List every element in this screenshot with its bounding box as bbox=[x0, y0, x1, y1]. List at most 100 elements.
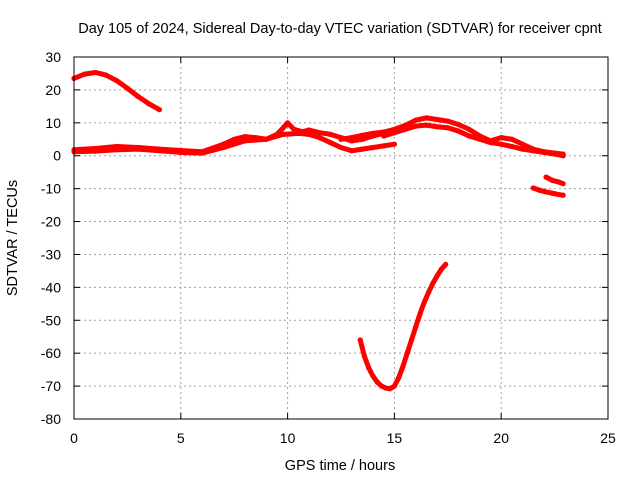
data-point bbox=[509, 143, 515, 150]
data-point bbox=[509, 136, 515, 142]
data-point bbox=[124, 85, 130, 91]
data-series-layer bbox=[71, 69, 566, 392]
data-point bbox=[404, 350, 410, 356]
data-point bbox=[391, 383, 397, 389]
data-point bbox=[423, 122, 430, 128]
data-point bbox=[135, 146, 141, 152]
data-point bbox=[541, 149, 547, 156]
data-point bbox=[445, 125, 451, 131]
x-tick-label: 25 bbox=[600, 430, 616, 446]
y-tick-label: -70 bbox=[41, 378, 61, 394]
data-point bbox=[455, 121, 462, 128]
data-point bbox=[92, 148, 98, 154]
data-point bbox=[295, 130, 301, 136]
data-point bbox=[434, 116, 440, 123]
data-point bbox=[263, 136, 269, 142]
data-point bbox=[543, 189, 549, 195]
data-point bbox=[381, 133, 387, 139]
data-point bbox=[146, 101, 152, 107]
data-point bbox=[391, 141, 397, 147]
y-tick-label: 30 bbox=[45, 49, 61, 65]
chart-title: Day 105 of 2024, Sidereal Day-to-day VTE… bbox=[78, 21, 602, 37]
data-point bbox=[455, 128, 462, 134]
data-point bbox=[242, 138, 248, 144]
data-point bbox=[400, 363, 406, 369]
data-point bbox=[443, 261, 449, 267]
data-point bbox=[552, 151, 558, 157]
data-point bbox=[82, 71, 88, 77]
data-point bbox=[327, 139, 333, 146]
data-point bbox=[445, 118, 451, 124]
data-point bbox=[560, 153, 566, 159]
x-tick-label: 15 bbox=[387, 430, 403, 446]
data-point bbox=[114, 147, 120, 153]
data-point bbox=[381, 143, 387, 149]
data-point bbox=[280, 125, 286, 131]
data-point bbox=[92, 69, 98, 76]
data-point bbox=[178, 149, 184, 156]
data-point bbox=[359, 132, 365, 138]
data-point bbox=[306, 131, 312, 137]
data-point bbox=[402, 126, 408, 132]
series-late-negative-arc-a bbox=[543, 174, 566, 187]
y-tick-label: -30 bbox=[41, 246, 61, 262]
series-main-band-b bbox=[71, 130, 397, 156]
data-point bbox=[114, 78, 120, 84]
x-tick-label: 20 bbox=[493, 430, 509, 446]
series-late-negative-arc-b bbox=[530, 185, 566, 198]
data-point bbox=[413, 123, 419, 129]
y-tick-label: -20 bbox=[41, 214, 61, 230]
data-point bbox=[317, 135, 323, 141]
data-point bbox=[423, 115, 430, 121]
data-point bbox=[220, 144, 227, 151]
y-axis-label: SDTVAR / TECUs bbox=[5, 180, 21, 296]
data-point bbox=[477, 136, 483, 142]
y-tick-label: 20 bbox=[45, 82, 61, 98]
axes-frame bbox=[73, 56, 609, 420]
data-point bbox=[498, 135, 504, 141]
data-point bbox=[549, 177, 556, 184]
series-deep-v-dip bbox=[357, 261, 449, 392]
y-tick-label: -60 bbox=[41, 345, 61, 361]
data-point bbox=[317, 130, 323, 136]
data-point bbox=[556, 179, 562, 185]
data-point bbox=[549, 190, 556, 196]
data-point bbox=[242, 134, 248, 140]
data-point bbox=[327, 131, 333, 137]
data-point bbox=[280, 131, 286, 137]
data-point bbox=[370, 373, 376, 379]
data-point bbox=[417, 311, 423, 317]
y-tick-label: 0 bbox=[53, 148, 61, 164]
data-point bbox=[370, 144, 376, 151]
data-point bbox=[156, 148, 163, 154]
data-point bbox=[560, 181, 566, 187]
data-point bbox=[387, 386, 393, 392]
data-point bbox=[408, 337, 415, 343]
tick-layer: 0 5 10 15 20 25 30 20 10 0 -10 -20 -30 -40 -50 -60 -70 -8… bbox=[41, 49, 616, 446]
data-point bbox=[338, 136, 344, 142]
data-point bbox=[530, 185, 536, 191]
x-axis-label: GPS time / hours bbox=[285, 458, 395, 474]
y-tick-label: -10 bbox=[41, 181, 61, 197]
series-main-band-d bbox=[381, 122, 566, 159]
data-point bbox=[349, 148, 355, 154]
y-tick-label: 10 bbox=[45, 115, 61, 131]
data-point bbox=[413, 117, 419, 123]
data-point bbox=[391, 130, 397, 136]
data-point bbox=[306, 127, 312, 133]
x-tick-label: 0 bbox=[70, 430, 78, 446]
data-point bbox=[103, 72, 109, 78]
data-point bbox=[466, 126, 472, 132]
data-point bbox=[438, 266, 444, 272]
data-point bbox=[285, 120, 291, 126]
y-tick-label: -80 bbox=[41, 411, 61, 427]
data-point bbox=[366, 365, 372, 371]
data-point bbox=[199, 150, 205, 156]
data-point bbox=[135, 93, 141, 100]
data-point bbox=[349, 135, 355, 141]
y-tick-label: -40 bbox=[41, 279, 61, 295]
x-tick-label: 5 bbox=[177, 430, 185, 446]
data-point bbox=[338, 144, 344, 151]
data-point bbox=[359, 146, 365, 152]
